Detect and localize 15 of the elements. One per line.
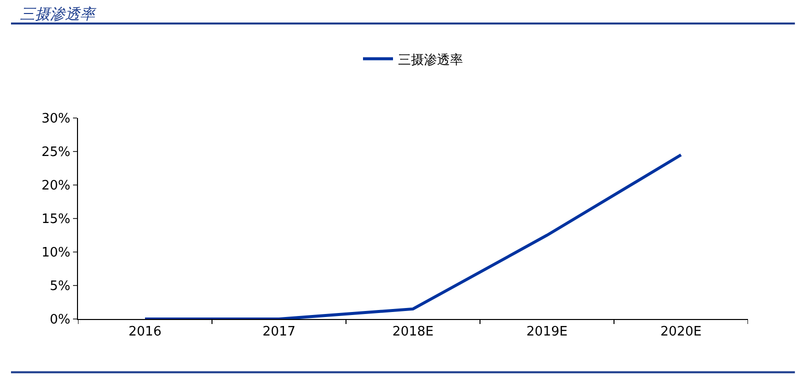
y-tick-label: 5% xyxy=(50,279,70,294)
y-tick-label: 10% xyxy=(41,246,70,261)
x-tick-label: 2018E xyxy=(392,324,434,340)
x-tick-label: 2016 xyxy=(128,324,162,340)
line-series xyxy=(144,153,682,319)
x-tick-label: 2019E xyxy=(526,324,568,340)
y-tick-label: 0% xyxy=(50,312,70,328)
y-tick-label: 20% xyxy=(41,178,70,194)
chart-title: 三摄渗透率 xyxy=(20,5,97,23)
y-tick-label: 30% xyxy=(41,112,70,127)
x-tick-label: 2020E xyxy=(660,324,702,340)
y-tick-label: 15% xyxy=(41,212,70,228)
legend-label: 三摄渗透率 xyxy=(398,52,463,68)
y-tick-label: 25% xyxy=(41,145,70,160)
x-tick-label: 2017 xyxy=(262,324,296,340)
